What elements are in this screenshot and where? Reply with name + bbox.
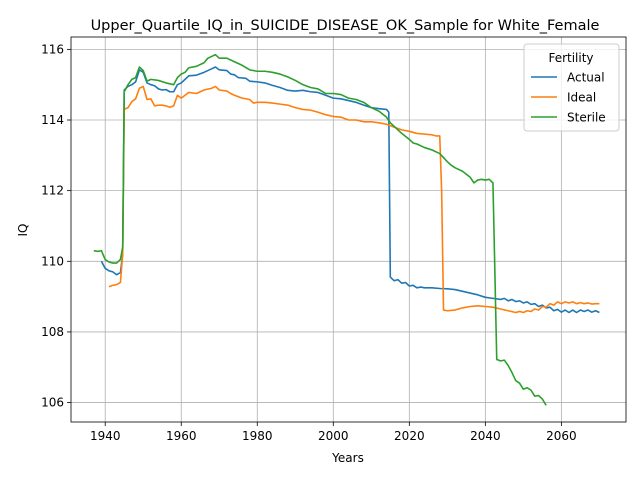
y-axis-label: IQ [16,224,30,237]
x-tick-label: 1960 [166,429,197,443]
plot-frame [70,36,627,423]
legend-label-sterile: Sterile [567,111,606,125]
x-axis-label: Years [331,451,364,465]
legend-label-ideal: Ideal [567,91,596,105]
x-tick-label: 1940 [90,429,121,443]
y-tick-label: 106 [41,396,64,410]
series-lines [93,53,600,406]
legend-items: Actual Ideal Sterile [531,71,606,125]
y-axis-ticks: 106 108 110 112 114 116 [41,42,71,410]
legend-title: Fertility [548,51,593,65]
y-tick-label: 110 [41,254,64,268]
x-tick-label: 1980 [242,429,273,443]
legend: Fertility Actual Ideal Sterile [523,43,620,132]
x-axis-ticks: 1940 1960 1980 2000 2020 2040 2060 [90,422,577,443]
y-tick-label: 112 [41,184,64,198]
legend-box [523,43,620,132]
legend-label-actual: Actual [567,71,605,85]
x-tick-label: 2020 [394,429,425,443]
grid [71,37,626,422]
x-tick-label: 2060 [546,429,577,443]
y-tick-label: 114 [41,113,64,127]
chart-title: Upper_Quartile_IQ_in_SUICIDE_DISEASE_OK_… [91,18,600,34]
y-tick-label: 116 [41,42,64,56]
series-line-actual [100,66,600,314]
y-tick-label: 108 [41,325,64,339]
series-line-sterile [93,53,547,406]
x-tick-label: 2000 [318,429,349,443]
x-tick-label: 2040 [470,429,501,443]
series-line-ideal [108,85,600,314]
